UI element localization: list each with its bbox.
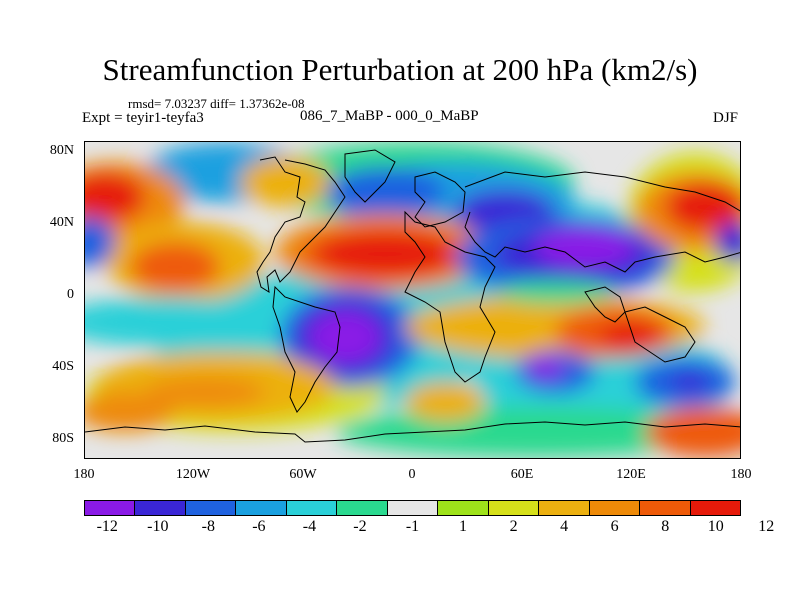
lon-label-120e: 120E xyxy=(616,467,646,482)
season-label: DJF xyxy=(712,110,738,126)
contour-field xyxy=(85,142,740,457)
colorbar-label: -12 xyxy=(96,518,118,535)
colorbar-swatch xyxy=(438,501,489,515)
colorbar-label: -1 xyxy=(405,518,420,535)
streamfunction-map xyxy=(84,141,741,459)
colorbar-swatch xyxy=(387,501,439,515)
colorbar-swatch xyxy=(85,501,136,515)
colorbar-label: -10 xyxy=(147,518,169,535)
colorbar-label: 8 xyxy=(661,518,670,535)
lat-label-80s: 80S xyxy=(52,431,74,446)
colorbar-label: 1 xyxy=(459,518,468,535)
colorbar-label: 12 xyxy=(758,518,775,535)
colorbar-swatch xyxy=(589,501,641,515)
colorbar-swatch xyxy=(135,501,186,515)
lon-label-180e: 180 xyxy=(730,467,752,482)
colorbar-swatch xyxy=(286,501,338,515)
lat-label-80n: 80N xyxy=(49,143,74,158)
colorbar-swatch xyxy=(539,501,590,515)
colorbar-label: -2 xyxy=(353,518,367,535)
lat-label-eq: 0 xyxy=(67,287,74,302)
map-field xyxy=(85,142,740,458)
lon-label-120w: 120W xyxy=(175,467,211,482)
plot-title: Streamfunction Perturbation at 200 hPa (… xyxy=(102,52,698,87)
colorbar-swatch xyxy=(236,501,287,515)
colorbar-label: -4 xyxy=(302,518,317,535)
colorbar-label: 6 xyxy=(610,518,619,535)
lon-label-0: 0 xyxy=(408,467,416,482)
colorbar-label: 4 xyxy=(560,518,569,535)
colorbar-label: -6 xyxy=(252,518,266,535)
stats-line: rmsd= 7.03237 diff= 1.37362e-08 xyxy=(128,96,305,111)
colorbar-swatch xyxy=(488,501,540,515)
lon-label-60w: 60W xyxy=(289,467,317,482)
colorbar-label: 10 xyxy=(707,518,724,535)
experiment-label: Expt = teyir1-teyfa3 xyxy=(82,110,204,126)
colorbar-swatch xyxy=(690,501,741,515)
colorbar-swatch xyxy=(337,501,388,515)
lat-label-40s: 40S xyxy=(52,359,74,374)
period-label: 086_7_MaBP - 000_0_MaBP xyxy=(300,108,479,124)
colorbar-label: -8 xyxy=(201,518,215,535)
lat-label-40n: 40N xyxy=(49,215,74,230)
colorbar-label: 2 xyxy=(509,518,518,535)
lon-label-60e: 60E xyxy=(510,467,534,482)
coastlines xyxy=(85,149,740,443)
colorbar-swatch xyxy=(640,501,691,515)
colorbar xyxy=(84,500,741,516)
lon-label-180w: 180 xyxy=(73,467,95,482)
colorbar-swatch xyxy=(185,501,237,515)
